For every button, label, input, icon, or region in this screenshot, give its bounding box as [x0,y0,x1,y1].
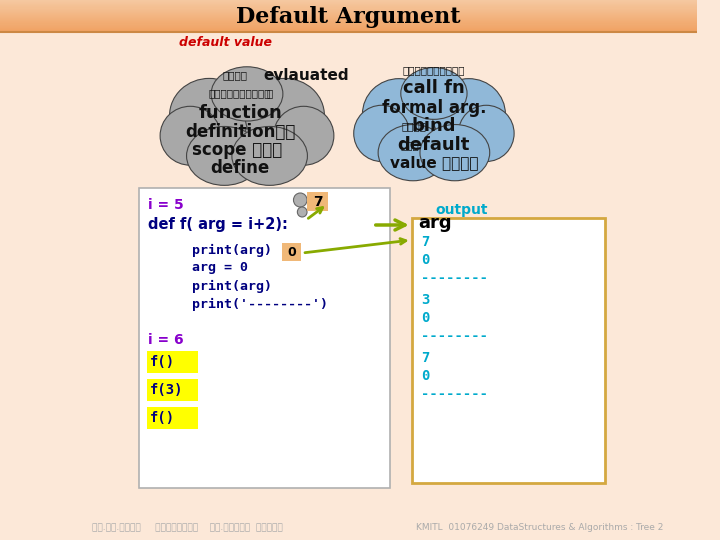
Bar [0,12,698,13]
Bar [0,10,698,11]
Text: จะถก: จะถก [222,70,248,80]
Bar [0,11,698,12]
FancyBboxPatch shape [282,243,301,261]
Bar [0,22,698,23]
FancyBboxPatch shape [138,188,390,488]
Bar [0,16,698,17]
Ellipse shape [420,125,490,181]
Bar [0,23,698,24]
Ellipse shape [432,79,505,150]
Ellipse shape [386,85,482,167]
Ellipse shape [211,67,283,121]
Text: --------: -------- [421,271,488,285]
Ellipse shape [160,106,220,165]
Bar [0,1,698,2]
Text: 0: 0 [421,253,430,267]
Text: default value: default value [179,37,272,50]
Text: output: output [436,203,488,217]
Bar [0,21,698,22]
Bar [0,4,698,5]
Text: print(arg): print(arg) [160,244,272,256]
Text: f(): f() [150,355,175,369]
Bar [0,28,698,29]
Bar [0,31,698,32]
Text: define: define [210,159,270,177]
Text: 3: 3 [421,293,430,307]
Ellipse shape [232,126,307,185]
Ellipse shape [186,126,262,185]
Text: ณ: ณ [266,88,273,98]
Text: 7: 7 [313,195,323,209]
Text: function: function [198,104,282,122]
Bar [0,9,698,10]
FancyBboxPatch shape [147,407,197,429]
Text: จะถก: จะถก [402,121,427,131]
Text: 7: 7 [421,351,430,365]
Text: print('--------'): print('--------') [160,298,328,310]
Bar [0,0,698,1]
Text: formal arg.: formal arg. [382,99,486,117]
Bar [0,26,698,28]
Text: --------: -------- [421,329,488,343]
Text: ครั้งเดียว: ครั้งเดียว [208,88,271,98]
Text: KMITL  01076249 DataStructures & Algorithms : Tree 2: KMITL 01076249 DataStructures & Algorith… [416,523,664,532]
Ellipse shape [362,79,436,150]
Text: f(): f() [150,411,175,425]
Circle shape [297,207,307,217]
Bar [0,19,698,21]
FancyBboxPatch shape [307,192,328,211]
Bar [0,3,698,4]
Ellipse shape [354,105,410,161]
Ellipse shape [459,105,514,161]
Bar [0,15,698,16]
Text: evlauated: evlauated [264,68,349,83]
Text: value นั้น: value นั้น [390,156,478,171]
Text: i = 6: i = 6 [148,333,184,347]
Ellipse shape [195,85,299,171]
Text: scope ที่: scope ที่ [192,141,282,159]
Text: bind: bind [412,117,456,135]
Ellipse shape [274,106,334,165]
Ellipse shape [378,125,448,181]
Text: i = 5: i = 5 [148,198,184,212]
Bar [0,25,698,26]
Bar [0,30,698,31]
Bar [0,29,698,30]
Text: รศ.ดร.บญธร     เครอตราช    รศ.กญดาน  ศรบรณ: รศ.ดร.บญธร เครอตราช รศ.กญดาน ศรบรณ [92,523,283,532]
Text: print(arg): print(arg) [160,280,272,293]
Text: call fn: call fn [403,79,465,97]
Text: Default Argument: Default Argument [236,6,461,28]
Ellipse shape [245,78,325,153]
Text: 0: 0 [421,369,430,383]
Bar [0,2,698,3]
Bar [0,5,698,6]
Text: arg = 0: arg = 0 [160,261,248,274]
Text: กับ: กับ [400,140,419,150]
Text: default: default [397,136,470,154]
Text: f(3): f(3) [150,383,184,397]
Bar [0,18,698,19]
Bar [0,8,698,9]
Text: def f( arg = i+2):: def f( arg = i+2): [148,218,288,233]
Text: 7: 7 [421,235,430,249]
Circle shape [294,193,307,207]
Ellipse shape [401,68,467,119]
Bar [0,6,698,8]
Text: เมื่อมีการ: เมื่อมีการ [403,65,465,75]
Ellipse shape [169,78,249,153]
FancyBboxPatch shape [147,351,197,373]
Text: 0: 0 [421,311,430,325]
Bar [0,24,698,25]
Bar [0,14,698,15]
Text: arg: arg [418,214,452,232]
Text: definitionใน: definitionใน [185,123,295,141]
Text: 0: 0 [287,246,296,259]
FancyBboxPatch shape [147,379,197,401]
Bar [0,17,698,18]
Bar [0,13,698,14]
Text: --------: -------- [421,387,488,401]
FancyBboxPatch shape [412,218,606,483]
